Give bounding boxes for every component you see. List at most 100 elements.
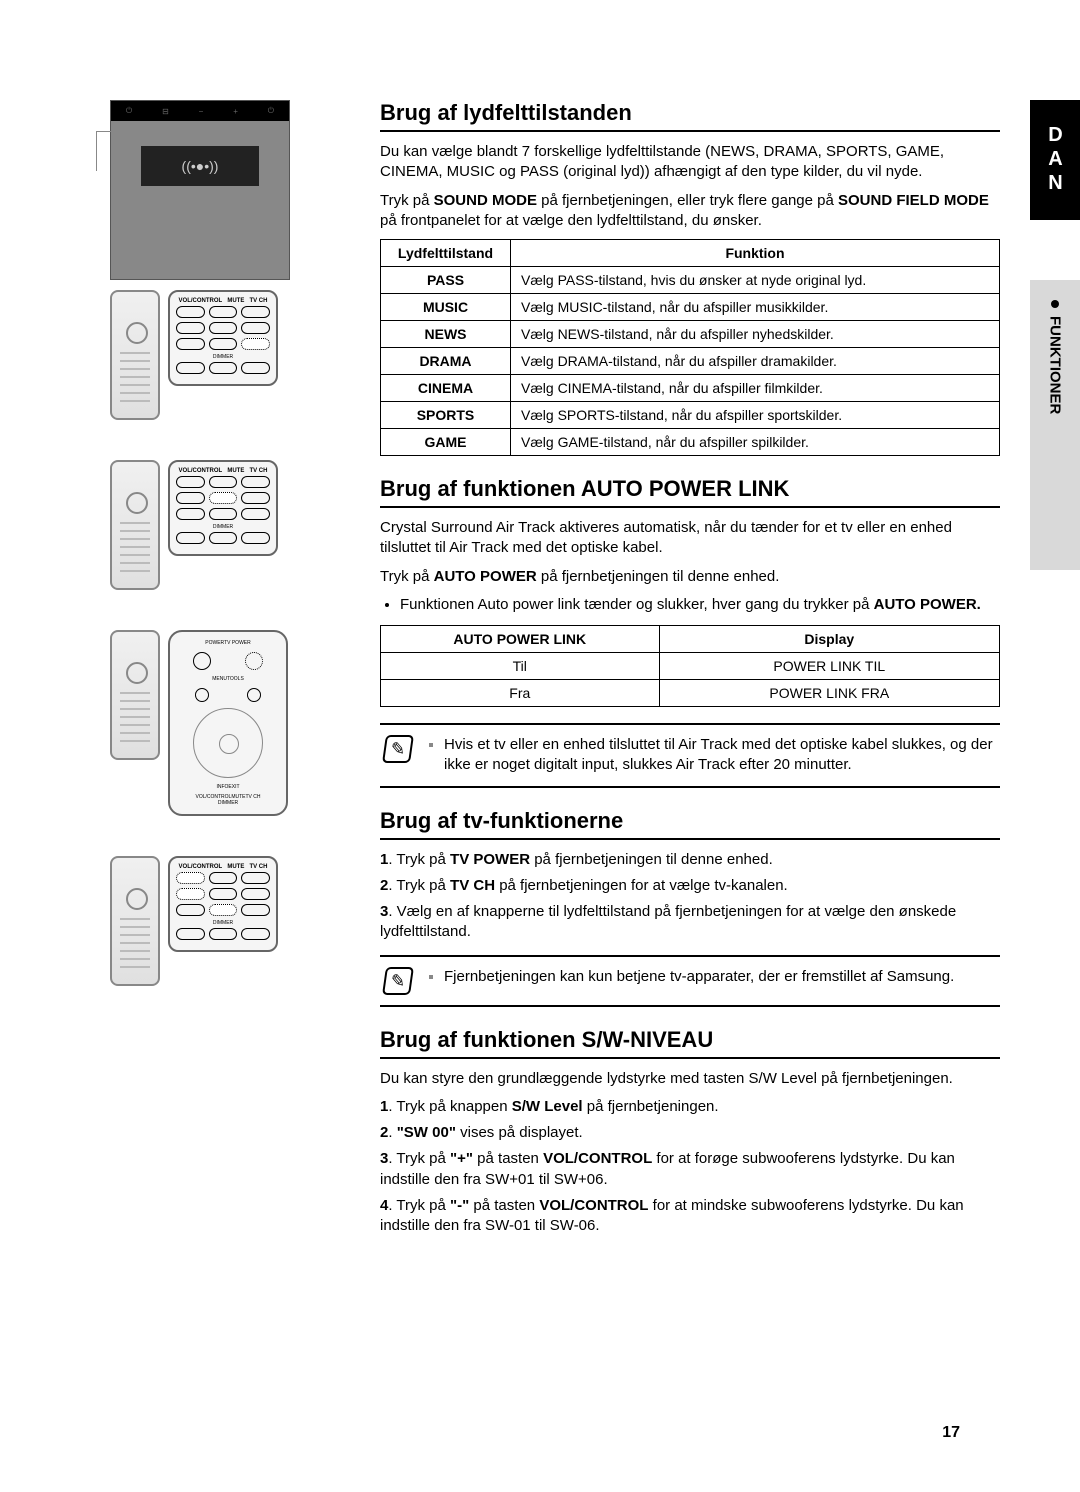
table-header-row: Lydfelttilstand Funktion	[381, 240, 1000, 267]
section-tab-label: FUNKTIONER	[1047, 316, 1064, 414]
label: DIMMER	[176, 354, 270, 360]
text: Tryk på	[380, 568, 434, 585]
table-header: Display	[659, 626, 999, 653]
section-1-title: Brug af lydfelttilstanden	[380, 100, 1000, 132]
label: DIMMER	[176, 800, 280, 806]
table-header: Funktion	[511, 240, 1000, 267]
cell: Vælg NEWS-tilstand, når du afspiller nyh…	[511, 321, 1000, 348]
note-text: Fjernbetjeningen kan kun betjene tv-appa…	[444, 967, 954, 987]
step-item: 1. Tryk på TV POWER på fjernbetjeningen …	[380, 850, 1000, 870]
step-item: 4. Tryk på "-" på tasten VOL/CONTROL for…	[380, 1196, 1000, 1237]
step-item: 2. Tryk på TV CH på fjernbetjeningen for…	[380, 876, 1000, 896]
text: AUTO POWER	[434, 568, 537, 585]
text: vises på displayet.	[456, 1124, 583, 1141]
note-list: Hvis et tv eller en enhed tilsluttet til…	[426, 735, 996, 776]
remote-mini-icon	[110, 630, 160, 760]
section-4-intro: Du kan styre den grundlæggende lydstyrke…	[380, 1069, 1000, 1089]
text: "+"	[450, 1150, 473, 1167]
text: "SW 00"	[397, 1124, 456, 1141]
section-1-instruction: Tryk på SOUND MODE på fjernbetjeningen, …	[380, 191, 1000, 232]
note-text: Hvis et tv eller en enhed tilsluttet til…	[444, 735, 996, 776]
cell: GAME	[381, 429, 511, 456]
label: POWER	[205, 640, 224, 646]
front-panel-illustration: ⏻⊟−+⏻ ((•●•))	[110, 100, 290, 280]
right-column: Brug af lydfelttilstanden Du kan vælge b…	[380, 100, 1000, 1242]
cell: Fra	[381, 680, 660, 707]
table-row: PASSVælg PASS-tilstand, hvis du ønsker a…	[381, 267, 1000, 294]
table-row: MUSICVælg MUSIC-tilstand, når du afspill…	[381, 294, 1000, 321]
remote-detail-2: VOL/CONTROLMUTETV CH DIMMER	[168, 460, 278, 556]
table-row: GAMEVælg GAME-tilstand, når du afspiller…	[381, 429, 1000, 456]
cell: NEWS	[381, 321, 511, 348]
remote-block-3: POWERTV POWER MENUTOOLS INFOEXIT VOL/CON…	[110, 630, 350, 816]
label: TV CH	[249, 864, 267, 870]
panel-bar: ⏻⊟−+⏻	[111, 101, 289, 121]
section-2-intro: Crystal Surround Air Track aktiveres aut…	[380, 518, 1000, 559]
label: TV CH	[249, 298, 267, 304]
label: INFO	[216, 784, 228, 790]
text: på fjernbetjeningen til denne enhed.	[537, 568, 780, 585]
cell: Vælg GAME-tilstand, når du afspiller spi…	[511, 429, 1000, 456]
table-row: FraPOWER LINK FRA	[381, 680, 1000, 707]
label: VOL/CONTROL	[179, 298, 223, 304]
remote-block-2: VOL/CONTROLMUTETV CH DIMMER	[110, 460, 350, 590]
remote-detail-3: POWERTV POWER MENUTOOLS INFOEXIT VOL/CON…	[168, 630, 288, 816]
remote-block-4: VOL/CONTROLMUTETV CH DIMMER	[110, 856, 350, 986]
label: TV POWER	[224, 640, 251, 646]
cell: Vælg SPORTS-tilstand, når du afspiller s…	[511, 402, 1000, 429]
text: på tasten	[469, 1197, 539, 1214]
table-row: DRAMAVælg DRAMA-tilstand, når du afspill…	[381, 348, 1000, 375]
table-row: CINEMAVælg CINEMA-tilstand, når du afspi…	[381, 375, 1000, 402]
sound-mode-table: Lydfelttilstand Funktion PASSVælg PASS-t…	[380, 239, 1000, 456]
text: SOUND FIELD MODE	[838, 192, 989, 209]
text: S/W Level	[512, 1098, 583, 1115]
note-icon: ✎	[382, 735, 414, 763]
note-box-1: ✎ Hvis et tv eller en enhed tilsluttet t…	[380, 723, 1000, 788]
step-item: 3. Tryk på "+" på tasten VOL/CONTROL for…	[380, 1149, 1000, 1190]
left-column: ⏻⊟−+⏻ ((•●•)) VOL/CONTROL MUTE TV CH DIMME…	[110, 100, 350, 1242]
remote-detail-4: VOL/CONTROLMUTETV CH DIMMER	[168, 856, 278, 952]
text: . Tryk på	[388, 851, 450, 868]
label: TOOLS	[227, 676, 244, 682]
step-item: 3. Vælg en af knapperne til lydfelttilst…	[380, 902, 1000, 943]
text: . Tryk på knappen	[388, 1098, 511, 1115]
text: på fjernbetjeningen for at vælge tv-kana…	[495, 877, 788, 894]
cell: CINEMA	[381, 375, 511, 402]
text: på fjernbetjeningen, eller tryk flere ga…	[537, 192, 838, 209]
label: MUTE	[227, 298, 244, 304]
remote-block-1: VOL/CONTROL MUTE TV CH DIMMER	[110, 290, 350, 420]
page-content: ⏻⊟−+⏻ ((•●•)) VOL/CONTROL MUTE TV CH DIMME…	[110, 100, 1020, 1242]
table-header-row: AUTO POWER LINK Display	[381, 626, 1000, 653]
step-item: 1. Tryk på knappen S/W Level på fjernbet…	[380, 1097, 1000, 1117]
page-number: 17	[942, 1424, 960, 1442]
remote-mini-icon	[110, 856, 160, 986]
text: på frontpanelet for at vælge den lydfelt…	[380, 212, 762, 229]
label: VOL/CONTROL	[179, 864, 223, 870]
section-2-title: Brug af funktionen AUTO POWER LINK	[380, 476, 1000, 508]
table-row: SPORTSVælg SPORTS-tilstand, når du afspi…	[381, 402, 1000, 429]
table-header: AUTO POWER LINK	[381, 626, 660, 653]
note-list: Fjernbetjeningen kan kun betjene tv-appa…	[426, 967, 954, 995]
list-item: Funktionen Auto power link tænder og slu…	[400, 595, 1000, 615]
label: MUTE	[227, 468, 244, 474]
display-panel-group: ⏻⊟−+⏻ ((•●•)) VOL/CONTROL MUTE TV CH DIMME…	[110, 100, 350, 420]
cell: POWER LINK FRA	[659, 680, 999, 707]
cell: Vælg DRAMA-tilstand, når du afspiller dr…	[511, 348, 1000, 375]
text: . Tryk på	[388, 877, 450, 894]
section-4-title: Brug af funktionen S/W-NIVEAU	[380, 1027, 1000, 1059]
auto-power-table: AUTO POWER LINK Display TilPOWER LINK TI…	[380, 625, 1000, 707]
text: AUTO POWER.	[874, 596, 981, 613]
text: . Vælg en af knapperne til lydfelttilsta…	[380, 903, 956, 940]
section-1-intro: Du kan vælge blandt 7 forskellige lydfel…	[380, 142, 1000, 183]
table-row: TilPOWER LINK TIL	[381, 653, 1000, 680]
text: . Tryk på	[388, 1150, 450, 1167]
cell: SPORTS	[381, 402, 511, 429]
text: Funktionen Auto power link tænder og slu…	[400, 596, 874, 613]
text: VOL/CONTROL	[539, 1197, 648, 1214]
label: EXIT	[228, 784, 239, 790]
text: . Tryk på	[388, 1197, 450, 1214]
text: VOL/CONTROL	[543, 1150, 652, 1167]
remote-detail-1: VOL/CONTROL MUTE TV CH DIMMER	[168, 290, 278, 386]
text: TV CH	[450, 877, 495, 894]
section-4-steps: 1. Tryk på knappen S/W Level på fjernbet…	[380, 1097, 1000, 1237]
